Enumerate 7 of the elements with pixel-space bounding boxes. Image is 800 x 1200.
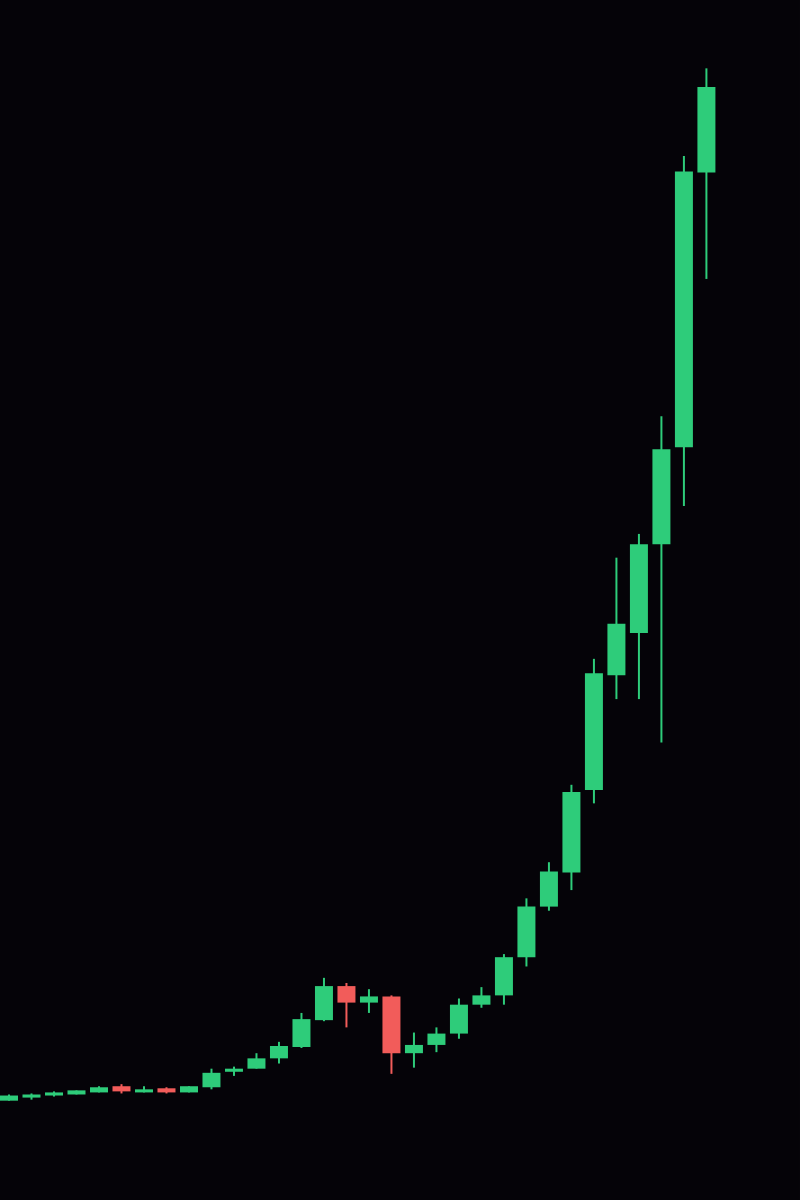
candlestick xyxy=(269,1040,288,1065)
candlestick xyxy=(427,1026,446,1054)
candlestick xyxy=(337,981,356,1029)
candlestick xyxy=(202,1067,221,1091)
candlestick xyxy=(404,1031,423,1069)
candlestick xyxy=(472,986,491,1009)
candlestick xyxy=(359,988,378,1014)
